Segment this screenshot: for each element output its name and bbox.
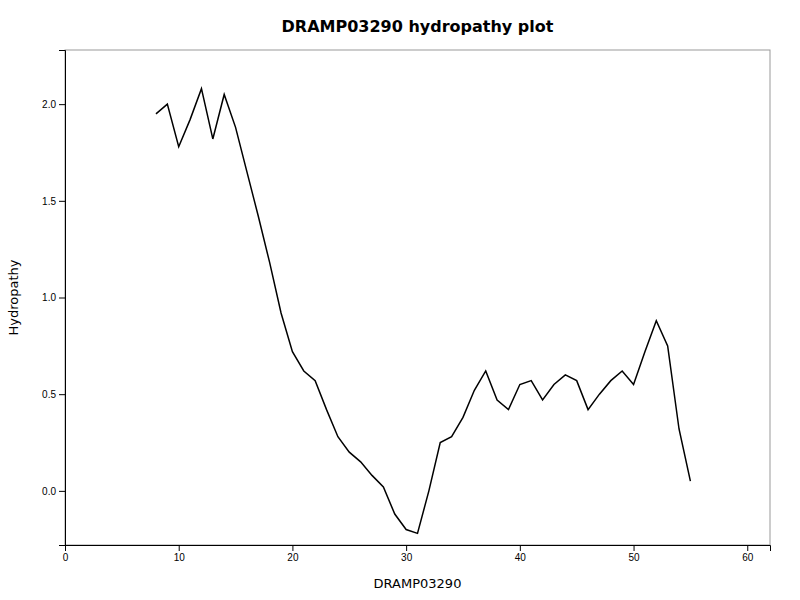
- x-tick-label: 40: [515, 552, 527, 563]
- y-tick-label: 0.0: [42, 486, 56, 497]
- title: DRAMP03290 hydropathy plot: [282, 17, 554, 36]
- x-tick-label: 60: [742, 552, 754, 563]
- y-axis-line: [59, 51, 66, 546]
- x-tick: 30: [401, 545, 413, 563]
- y-tick-label: 1.0: [42, 292, 56, 303]
- y-tick: 1.5: [42, 196, 65, 207]
- y-tick-mark: [59, 298, 65, 299]
- x-axis: 0 10 20 30 40 50 60: [63, 545, 771, 563]
- y-tick: 0.0: [42, 486, 65, 497]
- y-tick: 1.0: [42, 292, 65, 303]
- y-tick-mark: [59, 491, 65, 492]
- x-tick-mark: [179, 545, 180, 551]
- x-tick-label: 30: [401, 552, 413, 563]
- x-tick-label: 50: [628, 552, 640, 563]
- y-tick-label: 0.5: [42, 389, 56, 400]
- x-tick: 50: [628, 545, 640, 563]
- y-tick-mark: [59, 104, 65, 105]
- x-tick: 20: [287, 545, 299, 563]
- x-tick-mark: [520, 545, 521, 551]
- y-tick-mark: [59, 394, 65, 395]
- x-tick-label: 0: [63, 552, 69, 563]
- x-tick-mark: [292, 545, 293, 551]
- plot-frame: [65, 50, 770, 545]
- marks: [156, 89, 690, 534]
- x-tick: 10: [174, 545, 186, 563]
- data-line: [156, 89, 690, 534]
- x-tick-label: 20: [287, 552, 299, 563]
- y-axis: 0.0 0.5 1.0 1.5 2.0: [42, 51, 65, 546]
- y-tick-label: 1.5: [42, 196, 56, 207]
- x-tick: 60: [742, 545, 754, 563]
- x-axis-line: [66, 546, 771, 552]
- x-tick-mark: [747, 545, 748, 551]
- y-axis-title: Hydropathy: [6, 259, 21, 335]
- x-tick-mark: [634, 545, 635, 551]
- y-tick-label: 2.0: [42, 99, 56, 110]
- y-tick-mark: [59, 201, 65, 202]
- plot: 0 10 20 30 40 50 60 0.0 0.5 1.0 1.5 2.0: [42, 50, 770, 563]
- chart: 0 10 20 30 40 50 60 0.0 0.5 1.0 1.5 2.0 DRAMP03290 h…: [0, 0, 800, 600]
- x-tick-label: 10: [174, 552, 186, 563]
- y-tick: 0.5: [42, 389, 65, 400]
- x-axis-title: DRAMP03290: [374, 576, 462, 591]
- x-tick: 0: [63, 545, 69, 563]
- x-tick: 40: [515, 545, 527, 563]
- y-tick: 2.0: [42, 99, 65, 110]
- x-tick-mark: [406, 545, 407, 551]
